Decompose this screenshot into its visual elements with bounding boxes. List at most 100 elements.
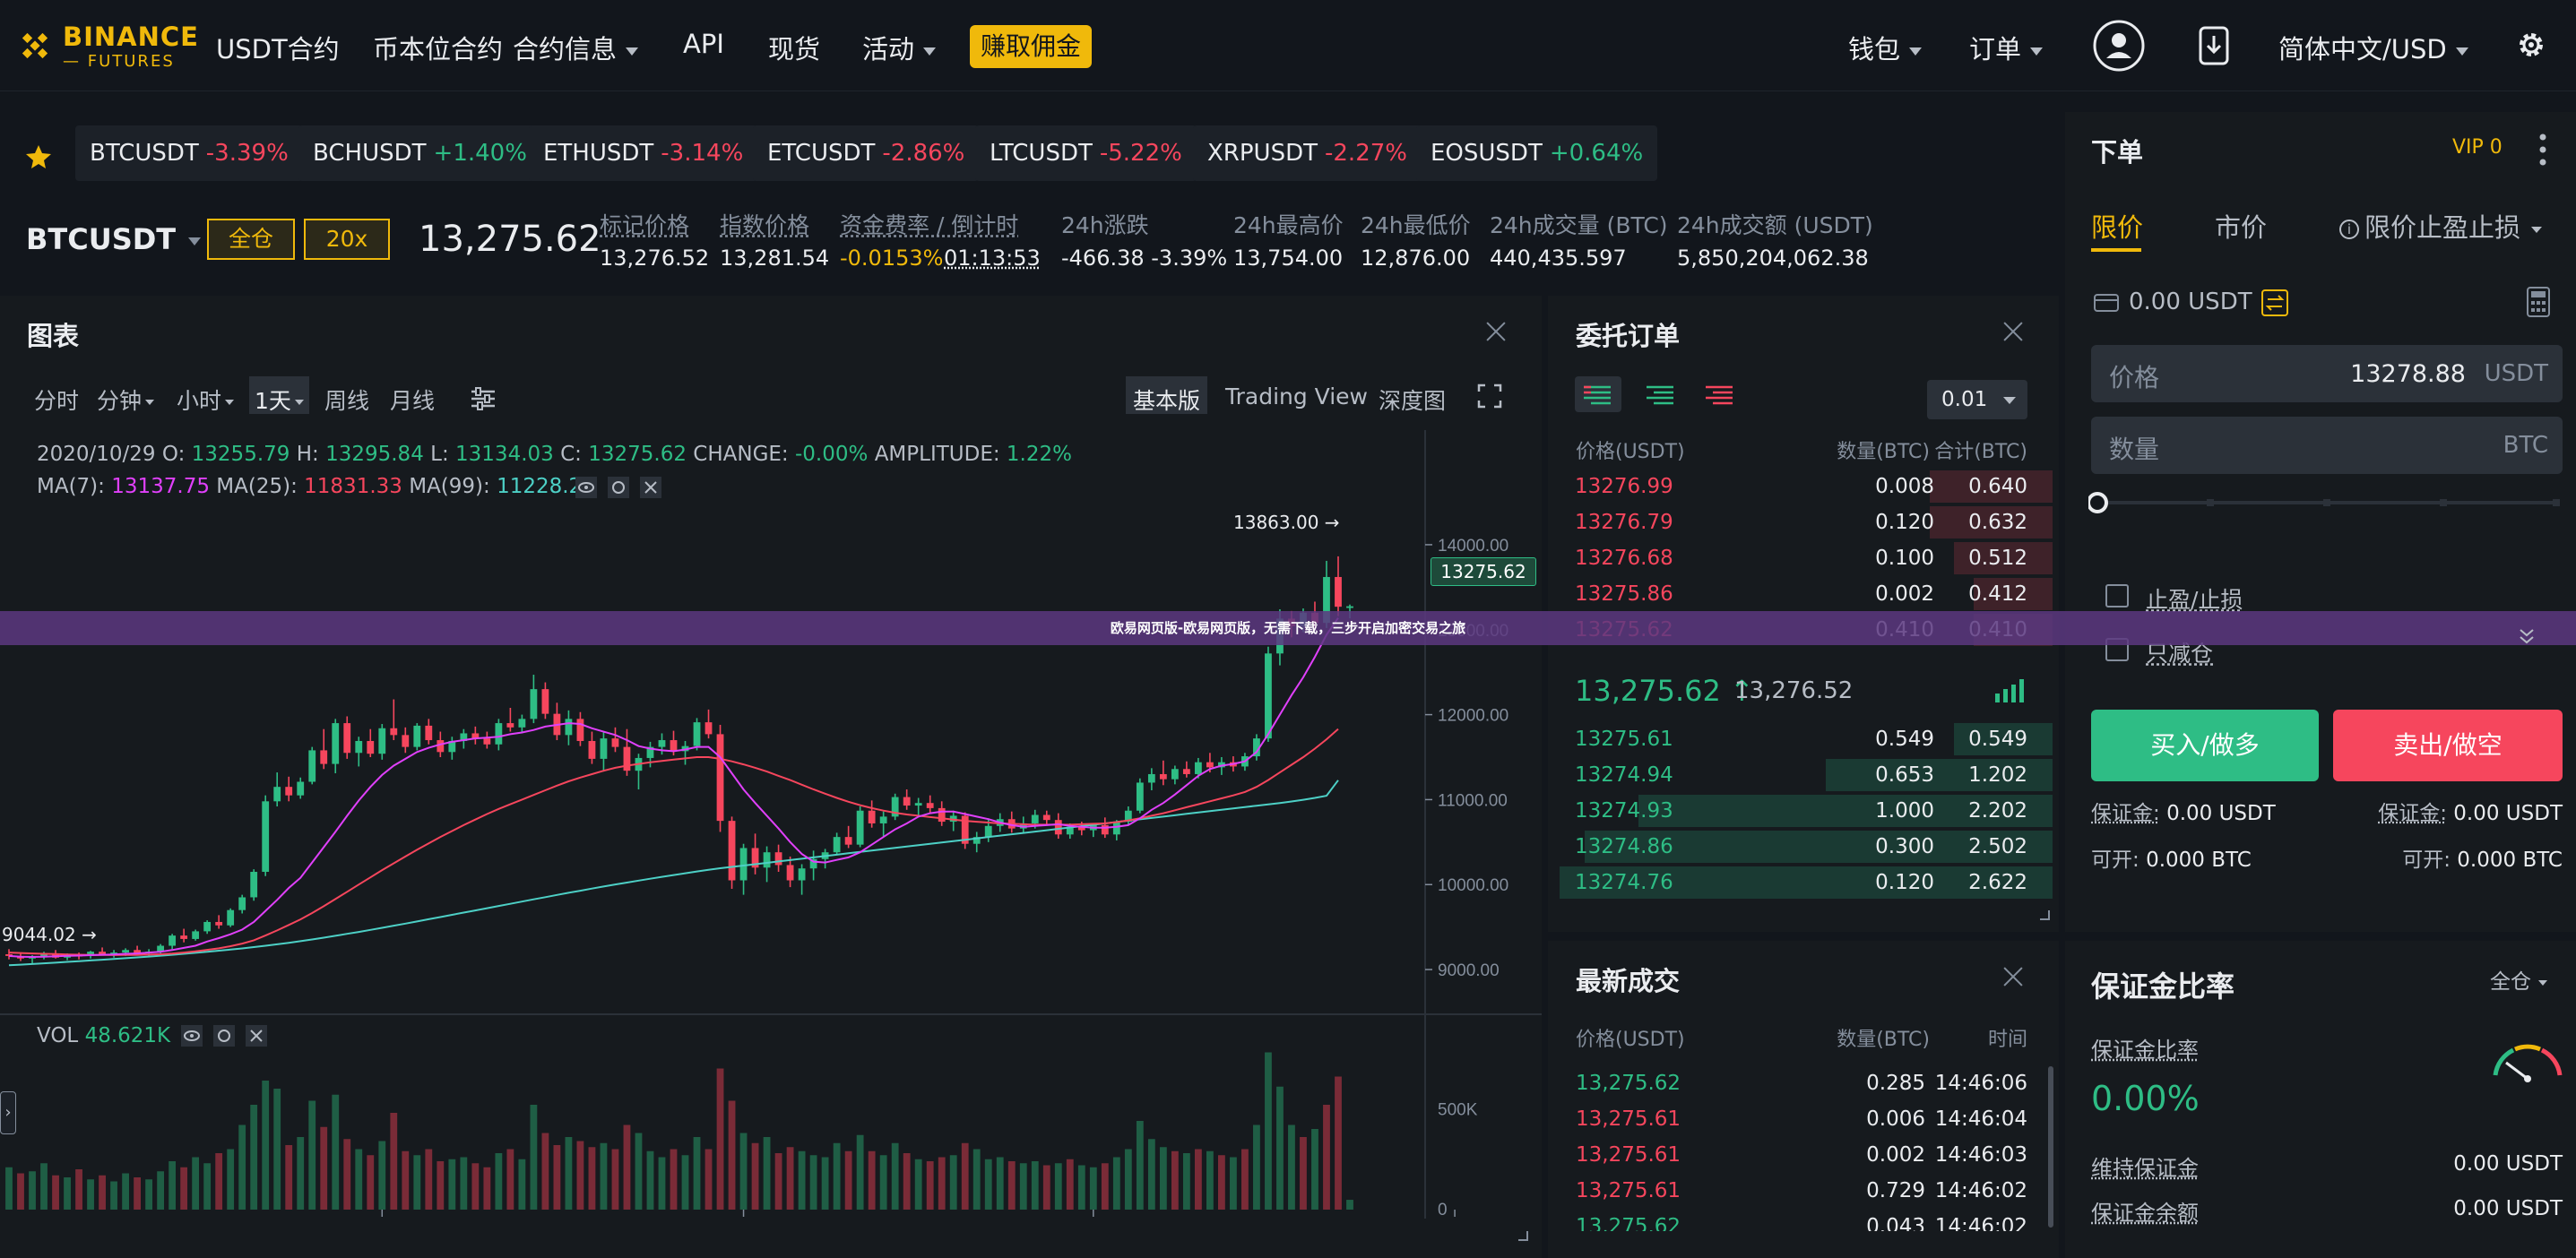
quantity-input-unit: BTC bbox=[2503, 432, 2548, 459]
transfer-icon[interactable] bbox=[2261, 289, 2288, 316]
tpsl-label: 止盈/止损 bbox=[2146, 587, 2243, 613]
order-price: 13274.93 bbox=[1575, 799, 1673, 823]
logo-text: BINANCE bbox=[63, 22, 199, 52]
tab-market[interactable]: 市价 bbox=[2215, 212, 2268, 243]
ticker-ethusdt[interactable]: ETHUSDT -3.14% bbox=[529, 125, 758, 181]
tab-stop-limit[interactable]: i 限价止盈止损 bbox=[2339, 207, 2543, 245]
orderbook-last-price[interactable]: 13,275.62 ↑ bbox=[1575, 674, 1754, 708]
price-axis-tick: 12000.00 bbox=[1438, 707, 1508, 726]
ask-row[interactable]: 13276.68 0.100 0.512 bbox=[1560, 541, 2053, 575]
precision-select[interactable]: 0.01 bbox=[1927, 380, 2027, 419]
quantity-input[interactable]: 数量 BTC bbox=[2091, 417, 2563, 474]
view-basic[interactable]: 基本版 bbox=[1126, 376, 1208, 414]
nav-api[interactable]: API bbox=[683, 29, 724, 59]
tpsl-checkbox[interactable] bbox=[2105, 584, 2129, 607]
indicator-settings-icon[interactable] bbox=[470, 385, 497, 412]
buy-long-button[interactable]: 买入/做多 bbox=[2091, 710, 2319, 781]
timeframe-time-sharing[interactable]: 分时 bbox=[34, 388, 80, 414]
ask-row[interactable]: 13276.99 0.008 0.640 bbox=[1560, 470, 2053, 504]
nav-usdt-futures[interactable]: USDT合约 bbox=[216, 34, 340, 65]
bid-row[interactable]: 13274.76 0.120 2.622 bbox=[1560, 866, 2053, 900]
download-icon[interactable] bbox=[2198, 25, 2230, 66]
view-tradingview[interactable]: Trading View bbox=[1225, 383, 1368, 409]
nav-wallet[interactable]: 钱包 bbox=[1848, 29, 1923, 66]
resize-handle-icon[interactable] bbox=[1518, 1231, 1529, 1242]
margin-mode-button[interactable]: 全仓 bbox=[207, 219, 295, 260]
settings-icon[interactable] bbox=[608, 477, 629, 498]
orderbook-asks-icon[interactable] bbox=[1706, 385, 1733, 405]
symbol-selector[interactable]: BTCUSDT bbox=[26, 222, 202, 256]
candle-body bbox=[297, 781, 305, 796]
margin-ratio-title: 保证金比率 bbox=[2091, 969, 2235, 1004]
timeframe-hour[interactable]: 小时 bbox=[177, 383, 235, 416]
ticker-ltcusdt[interactable]: LTCUSDT -5.22% bbox=[975, 125, 1197, 181]
ticker-xrpusdt[interactable]: XRPUSDT -2.27% bbox=[1193, 125, 1422, 181]
earn-commission-button[interactable]: 赚取佣金 bbox=[970, 25, 1093, 68]
nav-spot[interactable]: 现货 bbox=[768, 34, 821, 65]
chevron-down-icon bbox=[2538, 979, 2547, 986]
vip-level[interactable]: VIP 0 bbox=[2452, 136, 2503, 159]
bid-row[interactable]: 13275.61 0.549 0.549 bbox=[1560, 722, 2053, 756]
settings-icon[interactable] bbox=[213, 1025, 235, 1047]
volume-bar bbox=[64, 1177, 71, 1210]
candle-body bbox=[914, 803, 922, 806]
fullscreen-icon[interactable] bbox=[1477, 383, 1502, 409]
funding-rate-label[interactable]: 资金费率 / 倒计时 bbox=[840, 212, 1019, 238]
tab-limit[interactable]: 限价 bbox=[2091, 212, 2144, 243]
more-vertical-icon[interactable] bbox=[2538, 132, 2547, 168]
nav-contract-info[interactable]: 合约信息 bbox=[513, 29, 639, 66]
sell-short-button[interactable]: 卖出/做空 bbox=[2333, 710, 2563, 781]
expand-left-icon[interactable]: › bbox=[0, 1091, 16, 1134]
language-currency-select[interactable]: 简体中文/USD bbox=[2278, 29, 2468, 66]
index-price-label[interactable]: 指数价格 bbox=[720, 212, 810, 238]
close-orderbook-icon[interactable] bbox=[2003, 321, 2023, 340]
resize-handle-icon[interactable] bbox=[2040, 910, 2051, 921]
leverage-button[interactable]: 20x bbox=[304, 219, 390, 260]
trades-scrollbar[interactable] bbox=[2048, 1066, 2053, 1228]
chevron-double-down-icon[interactable] bbox=[2517, 627, 2537, 645]
close-chart-icon[interactable] bbox=[1486, 321, 1506, 340]
bid-row[interactable]: 13274.86 0.300 2.502 bbox=[1560, 830, 2053, 864]
nav-orders[interactable]: 订单 bbox=[1969, 29, 2044, 66]
candle-body bbox=[1182, 769, 1190, 774]
timeframe-1day[interactable]: 1天 bbox=[249, 376, 309, 414]
orderbook-both-icon[interactable] bbox=[1575, 376, 1621, 412]
volume-bar bbox=[273, 1089, 281, 1210]
bid-row[interactable]: 13274.94 0.653 1.202 bbox=[1560, 758, 2053, 792]
favorite-star-icon[interactable] bbox=[25, 143, 52, 170]
ticker-btcusdt[interactable]: BTCUSDT -3.39% bbox=[75, 125, 303, 181]
calculator-icon[interactable] bbox=[2526, 286, 2551, 318]
volume-bar bbox=[29, 1171, 36, 1210]
ticker-etcusdt[interactable]: ETCUSDT -2.86% bbox=[753, 125, 980, 181]
volume-legend-controls bbox=[181, 1025, 267, 1047]
volume-bar bbox=[1335, 1076, 1342, 1210]
chevron-down-icon bbox=[2003, 396, 2017, 404]
binance-futures-logo[interactable]: BINANCE — FUTURES bbox=[13, 18, 198, 73]
candlestick-chart[interactable]: 14000.0013000.0012000.0011000.0010000.00… bbox=[0, 430, 1542, 1219]
mark-price-label[interactable]: 标记价格 bbox=[600, 212, 690, 238]
timeframe-week[interactable]: 周线 bbox=[324, 388, 370, 414]
user-account-icon[interactable] bbox=[2092, 19, 2146, 73]
ask-row[interactable]: 13276.79 0.120 0.632 bbox=[1560, 505, 2053, 539]
quantity-slider[interactable] bbox=[2088, 488, 2565, 517]
ticker-eosusdt[interactable]: EOSUSDT +0.64% bbox=[1416, 125, 1658, 181]
ask-row[interactable]: 13275.86 0.002 0.412 bbox=[1560, 577, 2053, 611]
remove-icon[interactable] bbox=[246, 1025, 267, 1047]
nav-activities[interactable]: 活动 bbox=[862, 29, 937, 66]
order-total: 1.202 bbox=[1968, 763, 2027, 787]
orderbook-bids-icon[interactable] bbox=[1647, 385, 1673, 405]
ticker-bchusdt[interactable]: BCHUSDT +1.40% bbox=[298, 125, 541, 181]
close-trades-icon[interactable] bbox=[2003, 966, 2023, 986]
timeframe-month[interactable]: 月线 bbox=[390, 388, 436, 414]
order-qty: 0.120 bbox=[1875, 511, 1934, 534]
bid-row[interactable]: 13274.93 1.000 2.202 bbox=[1560, 794, 2053, 828]
eye-icon[interactable] bbox=[575, 477, 597, 498]
eye-icon[interactable] bbox=[181, 1025, 203, 1047]
view-depth[interactable]: 深度图 bbox=[1379, 388, 1447, 414]
timeframe-minute[interactable]: 分钟 bbox=[97, 383, 155, 416]
remove-icon[interactable] bbox=[640, 477, 661, 498]
margin-mode-select[interactable]: 全仓 bbox=[2490, 964, 2547, 995]
nav-coin-futures[interactable]: 币本位合约 bbox=[373, 34, 504, 65]
settings-gear-icon[interactable] bbox=[2513, 27, 2549, 63]
price-input[interactable]: 价格 13278.88 USDT bbox=[2091, 345, 2563, 402]
